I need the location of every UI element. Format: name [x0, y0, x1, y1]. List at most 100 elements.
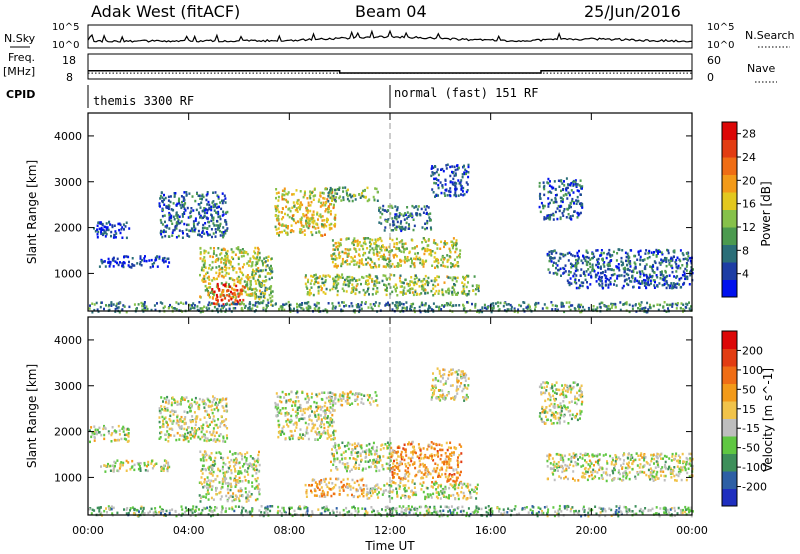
data-cell	[155, 462, 158, 465]
data-cell	[387, 257, 390, 260]
data-cell	[122, 425, 125, 429]
data-cell	[139, 467, 142, 470]
data-cell	[680, 302, 683, 305]
data-cell	[414, 246, 417, 249]
data-cell	[682, 283, 685, 286]
data-cell	[248, 294, 251, 297]
data-cell	[644, 265, 647, 268]
data-cell	[438, 443, 441, 446]
data-cell	[206, 437, 209, 440]
data-cell	[221, 270, 224, 274]
data-cell	[432, 294, 435, 297]
data-cell	[111, 224, 114, 227]
data-cell	[355, 461, 357, 464]
data-cell	[205, 306, 208, 309]
data-cell	[321, 191, 324, 195]
data-cell	[432, 241, 435, 244]
data-cell	[575, 202, 578, 205]
data-cell	[447, 292, 450, 295]
data-cell	[510, 308, 513, 311]
data-cell	[575, 184, 578, 187]
data-cell	[346, 259, 349, 262]
data-cell	[418, 212, 421, 216]
data-cell	[388, 452, 391, 455]
data-cell	[337, 253, 340, 256]
data-cell	[224, 479, 226, 482]
data-cell	[369, 450, 372, 453]
data-cell	[212, 498, 215, 501]
data-cell	[580, 281, 583, 284]
data-cell	[199, 197, 202, 200]
data-cell	[302, 408, 305, 411]
data-cell	[451, 244, 453, 247]
data-cell	[665, 286, 668, 290]
data-cell	[201, 435, 204, 439]
data-cell	[175, 203, 178, 207]
data-cell	[620, 260, 623, 263]
data-cell	[321, 234, 324, 237]
data-cell	[365, 449, 368, 452]
data-cell	[205, 216, 208, 219]
data-cell	[254, 297, 257, 300]
data-cell	[568, 205, 571, 208]
data-cell	[125, 236, 128, 240]
data-cell	[208, 307, 211, 310]
data-cell	[253, 274, 256, 277]
data-cell	[222, 262, 225, 265]
data-cell	[218, 439, 221, 443]
data-cell	[230, 290, 232, 294]
data-cell	[291, 206, 294, 209]
data-cell	[556, 207, 559, 210]
data-cell	[332, 205, 335, 208]
data-cell	[676, 266, 679, 270]
data-cell	[121, 427, 124, 430]
data-cell	[189, 211, 192, 215]
data-cell	[377, 258, 380, 261]
data-cell	[222, 226, 225, 229]
data-cell	[671, 259, 674, 262]
data-cell	[258, 269, 261, 273]
data-cell	[224, 440, 227, 443]
data-cell	[180, 301, 182, 304]
data-cell	[336, 244, 339, 248]
data-cell	[563, 184, 566, 187]
data-cell	[572, 179, 575, 183]
data-cell	[166, 224, 169, 227]
data-cell	[435, 182, 438, 185]
data-cell	[318, 392, 321, 396]
data-cell	[246, 493, 249, 496]
data-cell	[333, 248, 336, 251]
data-cell	[183, 191, 186, 194]
data-cell	[237, 257, 240, 260]
data-cell	[225, 262, 227, 265]
data-cell	[217, 418, 220, 421]
data-cell	[598, 302, 601, 306]
data-cell	[458, 304, 461, 307]
data-cell	[258, 258, 261, 262]
data-cell	[334, 287, 337, 290]
data-cell	[645, 249, 648, 252]
data-cell	[406, 257, 409, 260]
data-cell	[618, 274, 621, 278]
data-cell	[688, 301, 690, 304]
data-cell	[362, 189, 365, 193]
data-cell	[315, 280, 317, 283]
data-cell	[649, 303, 651, 307]
data-cell	[298, 419, 301, 422]
data-cell	[274, 401, 277, 405]
data-cell	[97, 221, 100, 224]
data-cell	[183, 427, 186, 431]
data-cell	[342, 198, 345, 202]
data-cell	[265, 288, 268, 291]
data-cell	[559, 205, 562, 209]
data-cell	[214, 403, 217, 406]
data-cell	[233, 498, 236, 502]
data-cell	[215, 451, 218, 455]
data-cell	[193, 432, 196, 435]
data-cell	[342, 190, 345, 193]
data-cell	[667, 249, 670, 252]
data-cell	[199, 418, 202, 421]
data-cell	[509, 303, 512, 307]
data-cell	[295, 426, 298, 429]
data-cell	[626, 263, 629, 267]
